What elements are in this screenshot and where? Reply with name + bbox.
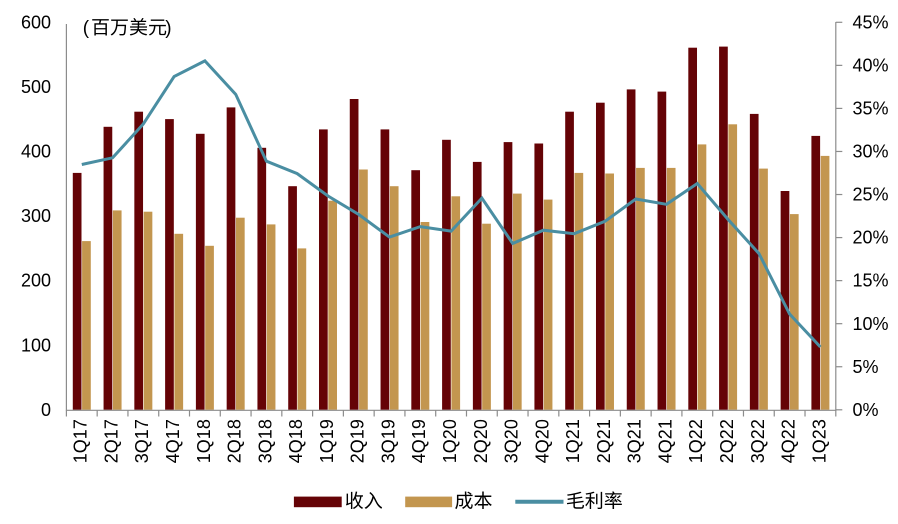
svg-text:20%: 20% [853,228,889,248]
svg-text:(: ( [83,18,90,39]
svg-text:4Q18: 4Q18 [286,419,306,463]
svg-text:5%: 5% [853,357,879,377]
svg-text:2Q22: 2Q22 [717,419,737,463]
svg-text:300: 300 [21,206,51,226]
svg-text:0%: 0% [853,400,879,420]
svg-text:4Q20: 4Q20 [532,419,552,463]
svg-text:1Q19: 1Q19 [317,419,337,463]
svg-text:500: 500 [21,77,51,97]
svg-text:3Q20: 3Q20 [502,419,522,463]
svg-text:3Q19: 3Q19 [378,419,398,463]
svg-text:2Q20: 2Q20 [471,419,491,463]
svg-text:25%: 25% [853,185,889,205]
svg-text:4Q19: 4Q19 [409,419,429,463]
svg-text:200: 200 [21,271,51,291]
svg-text:10%: 10% [853,314,889,334]
svg-text:1Q22: 1Q22 [686,419,706,463]
svg-text:400: 400 [21,142,51,162]
svg-text:4Q21: 4Q21 [655,419,675,463]
svg-text:1Q17: 1Q17 [71,419,91,463]
svg-text:4Q22: 4Q22 [779,419,799,463]
svg-text:35%: 35% [853,99,889,119]
svg-text:2Q19: 2Q19 [348,419,368,463]
svg-text:40%: 40% [853,56,889,76]
svg-text:4Q17: 4Q17 [163,419,183,463]
svg-text:100: 100 [21,335,51,355]
svg-text:2Q21: 2Q21 [594,419,614,463]
svg-text:2Q17: 2Q17 [102,419,122,463]
svg-text:45%: 45% [853,12,889,32]
svg-text:30%: 30% [853,142,889,162]
svg-text:15%: 15% [853,271,889,291]
svg-text:600: 600 [21,12,51,32]
svg-text:): ) [165,18,171,39]
svg-text:2Q18: 2Q18 [225,419,245,463]
svg-text:1Q23: 1Q23 [809,419,829,463]
svg-text:0: 0 [41,400,51,420]
svg-text:1Q18: 1Q18 [194,419,214,463]
svg-text:1Q21: 1Q21 [563,419,583,463]
svg-text:3Q18: 3Q18 [255,419,275,463]
svg-text:3Q17: 3Q17 [132,419,152,463]
svg-text:3Q22: 3Q22 [748,419,768,463]
svg-text:1Q20: 1Q20 [440,419,460,463]
svg-text:3Q21: 3Q21 [625,419,645,463]
